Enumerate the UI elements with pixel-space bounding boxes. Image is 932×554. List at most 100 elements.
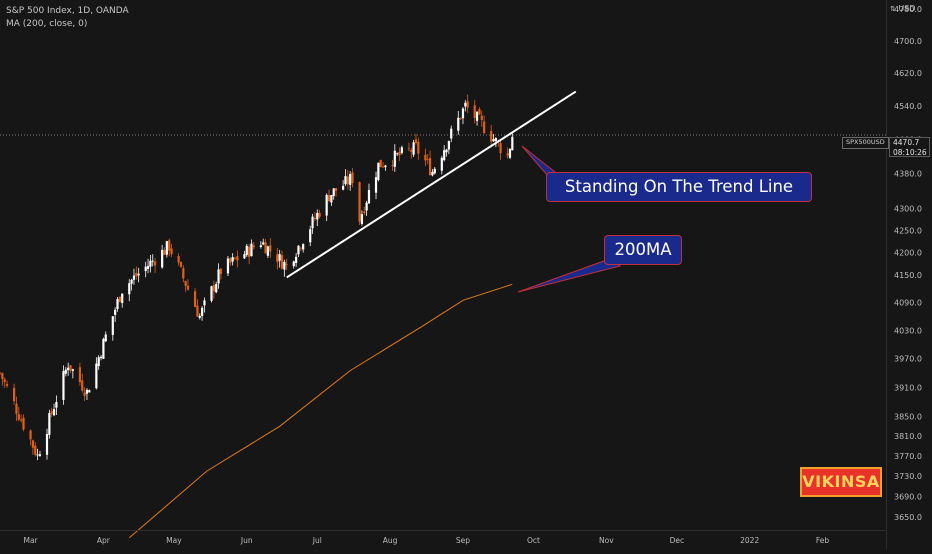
ma-callout[interactable]: 200MA [604, 235, 682, 265]
candle-body [104, 334, 107, 342]
y-tick-label: 4150.0 [894, 271, 922, 280]
candle-body [20, 419, 23, 421]
x-tick-label: Dec [670, 536, 685, 545]
candle-body [3, 379, 6, 382]
candle-body [38, 454, 42, 457]
candle-body [151, 260, 154, 262]
candle-body [269, 245, 272, 252]
candle-body [365, 202, 368, 211]
candle-body [278, 254, 281, 261]
y-tick-label: 4030.0 [894, 326, 922, 335]
candle-body [177, 255, 180, 263]
candle-body [266, 246, 270, 256]
candle-body [276, 254, 279, 263]
candle-body [309, 229, 312, 243]
candle-body [417, 141, 420, 154]
candle-body [245, 245, 248, 256]
x-tick-label: 2022 [740, 536, 759, 545]
candle-body [280, 255, 284, 269]
candle-body [360, 214, 364, 224]
candle-body [146, 266, 150, 269]
candle-body [264, 242, 267, 254]
candle-body [135, 272, 138, 277]
candle-body [128, 283, 131, 295]
candle-body [431, 171, 434, 176]
candle-body [5, 384, 9, 386]
candle-body [71, 369, 74, 371]
candle-body [0, 372, 2, 374]
x-tick-label: May [166, 536, 182, 545]
candle-body [330, 195, 333, 203]
x-tick-label: Aug [383, 536, 398, 545]
candle-body [132, 275, 136, 280]
candle-body [69, 365, 72, 371]
y-tick-label: 4540.0 [894, 102, 922, 111]
candle-body [99, 356, 103, 359]
candle-body [374, 177, 378, 193]
candle-body [391, 165, 394, 166]
candle-body [163, 249, 166, 255]
candle-body [334, 188, 338, 191]
candle-body [414, 139, 418, 144]
candle-body [81, 380, 84, 391]
candle-body [396, 153, 399, 155]
candle-body [499, 143, 502, 154]
candle-body [196, 305, 199, 317]
candle-body [464, 102, 467, 107]
candle-body [210, 286, 213, 301]
candle-body [182, 268, 185, 279]
candle-body [186, 285, 190, 290]
candle-body [85, 389, 89, 394]
x-tick-label: Mar [23, 536, 38, 545]
candle-body [217, 269, 220, 284]
candle-body [250, 243, 253, 257]
trend-callout[interactable]: Standing On The Trend Line [546, 172, 812, 202]
candle-body [45, 433, 49, 455]
candle-body [459, 117, 462, 120]
chart-legend: S&P 500 Index, 1D, OANDA MA (200, close,… [6, 5, 129, 31]
candle-body [36, 454, 39, 456]
candle-body [410, 149, 413, 152]
candle-body [243, 254, 246, 259]
x-tick-label: Apr [97, 536, 111, 545]
x-tick-label: Sep [456, 536, 470, 545]
y-axis: 3650.0 3690.0 3730.0 3770.0 3810.0 3850.0 3910… [886, 0, 922, 550]
candle-body [130, 279, 133, 284]
candle-body [165, 241, 168, 255]
candle-body [83, 392, 86, 396]
x-tick-label: Nov [599, 536, 614, 545]
dropdown-icon: ⇅ [890, 5, 896, 13]
x-axis: Mar Apr May Jun Jul Aug Sep Oct Nov Dec 2022 Feb [0, 530, 886, 545]
candle-body [313, 218, 317, 220]
candle-body [78, 367, 82, 383]
price-tag: 4470.7 08:10:26 [889, 137, 930, 157]
candle-body [231, 257, 234, 262]
y-tick-label: 4200.0 [894, 249, 922, 258]
candle-body [22, 417, 25, 430]
candle-body [318, 212, 321, 217]
candle-body [478, 109, 481, 115]
candle-body [302, 244, 305, 250]
candle-body [88, 390, 91, 393]
candle-body [332, 188, 335, 197]
symbol-tag: SPX500USD [842, 137, 889, 149]
last-price: 4470.7 [893, 138, 920, 147]
candle-body [233, 257, 237, 259]
candle-body [13, 387, 16, 402]
candle-body [473, 105, 476, 118]
candle-body [52, 409, 56, 416]
candle-body [412, 142, 415, 155]
candle-body [292, 261, 295, 267]
candle-body [445, 149, 448, 153]
indicator-label: MA (200, close, 0) [6, 19, 88, 29]
candle-body [102, 338, 105, 359]
candle-body [508, 148, 512, 158]
candle-body [492, 139, 495, 142]
candle-body [184, 281, 187, 287]
candle-body [367, 189, 371, 204]
candle-body [466, 101, 469, 108]
candle-body [443, 150, 446, 161]
candle-body [50, 411, 53, 414]
